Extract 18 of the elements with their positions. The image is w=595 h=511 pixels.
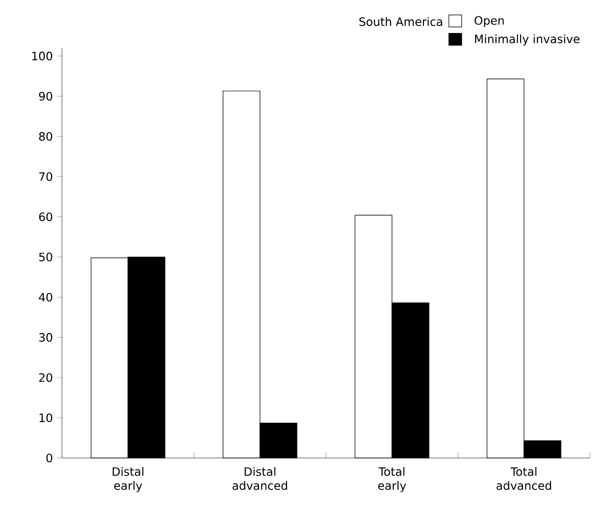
x-tick-label: Total advanced xyxy=(496,467,552,490)
y-tick-label: 30 xyxy=(39,333,52,342)
y-tick-label: 50 xyxy=(39,252,52,262)
y-tick-label: 20 xyxy=(39,373,52,382)
y-tick-label: 10 xyxy=(40,413,52,422)
legend-label: Minimally invasive xyxy=(475,34,580,46)
y-tick-label: 70 xyxy=(39,172,52,181)
y-tick-label: 80 xyxy=(39,132,52,141)
y-tick-label: 0 xyxy=(46,454,52,462)
y-tick-label: 90 xyxy=(39,92,52,101)
x-tick-label: Total early xyxy=(378,467,406,492)
legend-label: Open xyxy=(474,16,504,28)
y-tick-label: 100 xyxy=(32,52,52,60)
x-tick-label: Distal early xyxy=(112,467,144,492)
y-tick-label: 40 xyxy=(38,292,52,302)
legend-title: South America xyxy=(359,17,442,26)
y-tick-label: 60 xyxy=(39,212,52,222)
x-tick-label: Distal advanced xyxy=(232,467,288,490)
